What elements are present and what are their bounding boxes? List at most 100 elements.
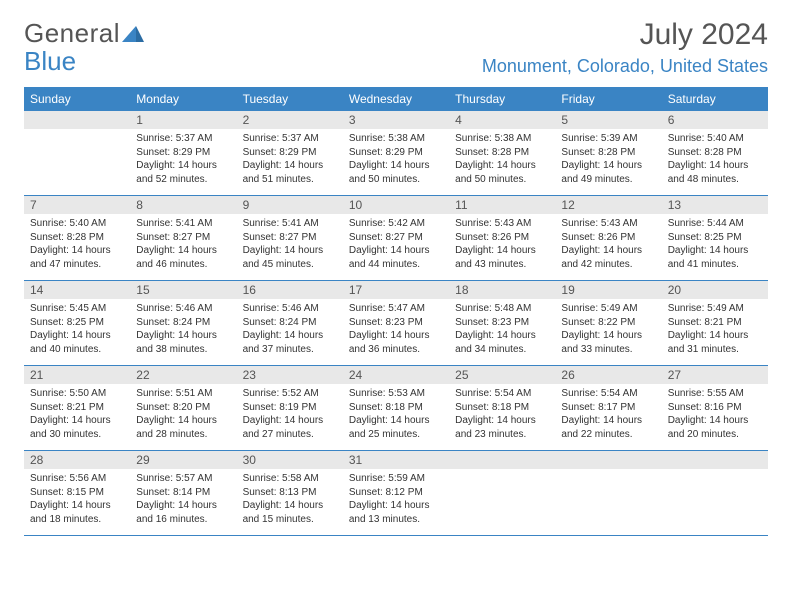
day-cell: 16Sunrise: 5:46 AMSunset: 8:24 PMDayligh… [237,281,343,365]
day-body [449,469,555,478]
day-number: 21 [24,366,130,384]
daylight-text: Daylight: 14 hours and 42 minutes. [561,244,655,271]
daylight-text: Daylight: 14 hours and 50 minutes. [455,159,549,186]
sunrise-text: Sunrise: 5:41 AM [136,217,230,231]
sunset-text: Sunset: 8:12 PM [349,486,443,500]
day-number: 17 [343,281,449,299]
day-number: 27 [662,366,768,384]
calendar-week: 28Sunrise: 5:56 AMSunset: 8:15 PMDayligh… [24,451,768,536]
day-body: Sunrise: 5:38 AMSunset: 8:28 PMDaylight:… [449,129,555,192]
sunrise-text: Sunrise: 5:49 AM [668,302,762,316]
day-number: 4 [449,111,555,129]
day-cell: 17Sunrise: 5:47 AMSunset: 8:23 PMDayligh… [343,281,449,365]
day-header-thu: Thursday [449,87,555,111]
day-body: Sunrise: 5:49 AMSunset: 8:21 PMDaylight:… [662,299,768,362]
day-number: 20 [662,281,768,299]
day-cell: 6Sunrise: 5:40 AMSunset: 8:28 PMDaylight… [662,111,768,195]
day-cell: 12Sunrise: 5:43 AMSunset: 8:26 PMDayligh… [555,196,661,280]
daylight-text: Daylight: 14 hours and 33 minutes. [561,329,655,356]
day-body: Sunrise: 5:42 AMSunset: 8:27 PMDaylight:… [343,214,449,277]
day-body: Sunrise: 5:57 AMSunset: 8:14 PMDaylight:… [130,469,236,532]
day-body: Sunrise: 5:48 AMSunset: 8:23 PMDaylight:… [449,299,555,362]
day-cell [662,451,768,535]
logo-word2: Blue [24,46,76,77]
day-number [449,451,555,469]
day-cell: 2Sunrise: 5:37 AMSunset: 8:29 PMDaylight… [237,111,343,195]
day-number [24,111,130,129]
day-cell: 29Sunrise: 5:57 AMSunset: 8:14 PMDayligh… [130,451,236,535]
calendar-week: 21Sunrise: 5:50 AMSunset: 8:21 PMDayligh… [24,366,768,451]
day-cell: 31Sunrise: 5:59 AMSunset: 8:12 PMDayligh… [343,451,449,535]
day-number: 18 [449,281,555,299]
sunrise-text: Sunrise: 5:37 AM [136,132,230,146]
day-number: 8 [130,196,236,214]
day-number: 13 [662,196,768,214]
sunrise-text: Sunrise: 5:53 AM [349,387,443,401]
day-number: 22 [130,366,236,384]
day-number: 24 [343,366,449,384]
calendar-week: 1Sunrise: 5:37 AMSunset: 8:29 PMDaylight… [24,111,768,196]
day-number: 2 [237,111,343,129]
sunrise-text: Sunrise: 5:40 AM [30,217,124,231]
sunset-text: Sunset: 8:27 PM [243,231,337,245]
logo-word1: General [24,18,120,49]
day-cell: 4Sunrise: 5:38 AMSunset: 8:28 PMDaylight… [449,111,555,195]
day-body: Sunrise: 5:58 AMSunset: 8:13 PMDaylight:… [237,469,343,532]
day-cell: 28Sunrise: 5:56 AMSunset: 8:15 PMDayligh… [24,451,130,535]
calendar-day-header: Sunday Monday Tuesday Wednesday Thursday… [24,87,768,111]
day-cell: 8Sunrise: 5:41 AMSunset: 8:27 PMDaylight… [130,196,236,280]
sunset-text: Sunset: 8:25 PM [668,231,762,245]
sunrise-text: Sunrise: 5:43 AM [455,217,549,231]
daylight-text: Daylight: 14 hours and 44 minutes. [349,244,443,271]
day-cell: 11Sunrise: 5:43 AMSunset: 8:26 PMDayligh… [449,196,555,280]
sunrise-text: Sunrise: 5:54 AM [455,387,549,401]
daylight-text: Daylight: 14 hours and 43 minutes. [455,244,549,271]
sunrise-text: Sunrise: 5:45 AM [30,302,124,316]
day-number: 5 [555,111,661,129]
sunset-text: Sunset: 8:27 PM [349,231,443,245]
day-number: 26 [555,366,661,384]
calendar-week: 7Sunrise: 5:40 AMSunset: 8:28 PMDaylight… [24,196,768,281]
sunrise-text: Sunrise: 5:59 AM [349,472,443,486]
day-cell: 14Sunrise: 5:45 AMSunset: 8:25 PMDayligh… [24,281,130,365]
sunrise-text: Sunrise: 5:55 AM [668,387,762,401]
title-block: July 2024 Monument, Colorado, United Sta… [482,18,768,77]
daylight-text: Daylight: 14 hours and 27 minutes. [243,414,337,441]
day-cell: 20Sunrise: 5:49 AMSunset: 8:21 PMDayligh… [662,281,768,365]
sunset-text: Sunset: 8:16 PM [668,401,762,415]
day-cell: 21Sunrise: 5:50 AMSunset: 8:21 PMDayligh… [24,366,130,450]
day-cell: 30Sunrise: 5:58 AMSunset: 8:13 PMDayligh… [237,451,343,535]
day-number: 15 [130,281,236,299]
day-header-wed: Wednesday [343,87,449,111]
day-number: 9 [237,196,343,214]
day-number: 31 [343,451,449,469]
sunset-text: Sunset: 8:28 PM [30,231,124,245]
day-cell: 3Sunrise: 5:38 AMSunset: 8:29 PMDaylight… [343,111,449,195]
sunrise-text: Sunrise: 5:54 AM [561,387,655,401]
sunrise-text: Sunrise: 5:44 AM [668,217,762,231]
sunset-text: Sunset: 8:13 PM [243,486,337,500]
daylight-text: Daylight: 14 hours and 30 minutes. [30,414,124,441]
day-number [662,451,768,469]
sunrise-text: Sunrise: 5:42 AM [349,217,443,231]
day-body: Sunrise: 5:37 AMSunset: 8:29 PMDaylight:… [130,129,236,192]
day-number: 16 [237,281,343,299]
daylight-text: Daylight: 14 hours and 37 minutes. [243,329,337,356]
daylight-text: Daylight: 14 hours and 47 minutes. [30,244,124,271]
day-cell: 19Sunrise: 5:49 AMSunset: 8:22 PMDayligh… [555,281,661,365]
sunrise-text: Sunrise: 5:39 AM [561,132,655,146]
sunrise-text: Sunrise: 5:43 AM [561,217,655,231]
day-body: Sunrise: 5:54 AMSunset: 8:17 PMDaylight:… [555,384,661,447]
day-body [555,469,661,478]
day-body: Sunrise: 5:40 AMSunset: 8:28 PMDaylight:… [24,214,130,277]
daylight-text: Daylight: 14 hours and 40 minutes. [30,329,124,356]
day-number: 25 [449,366,555,384]
day-body: Sunrise: 5:43 AMSunset: 8:26 PMDaylight:… [555,214,661,277]
sunset-text: Sunset: 8:29 PM [136,146,230,160]
daylight-text: Daylight: 14 hours and 28 minutes. [136,414,230,441]
daylight-text: Daylight: 14 hours and 51 minutes. [243,159,337,186]
day-number: 12 [555,196,661,214]
day-body: Sunrise: 5:46 AMSunset: 8:24 PMDaylight:… [130,299,236,362]
daylight-text: Daylight: 14 hours and 49 minutes. [561,159,655,186]
day-body: Sunrise: 5:51 AMSunset: 8:20 PMDaylight:… [130,384,236,447]
